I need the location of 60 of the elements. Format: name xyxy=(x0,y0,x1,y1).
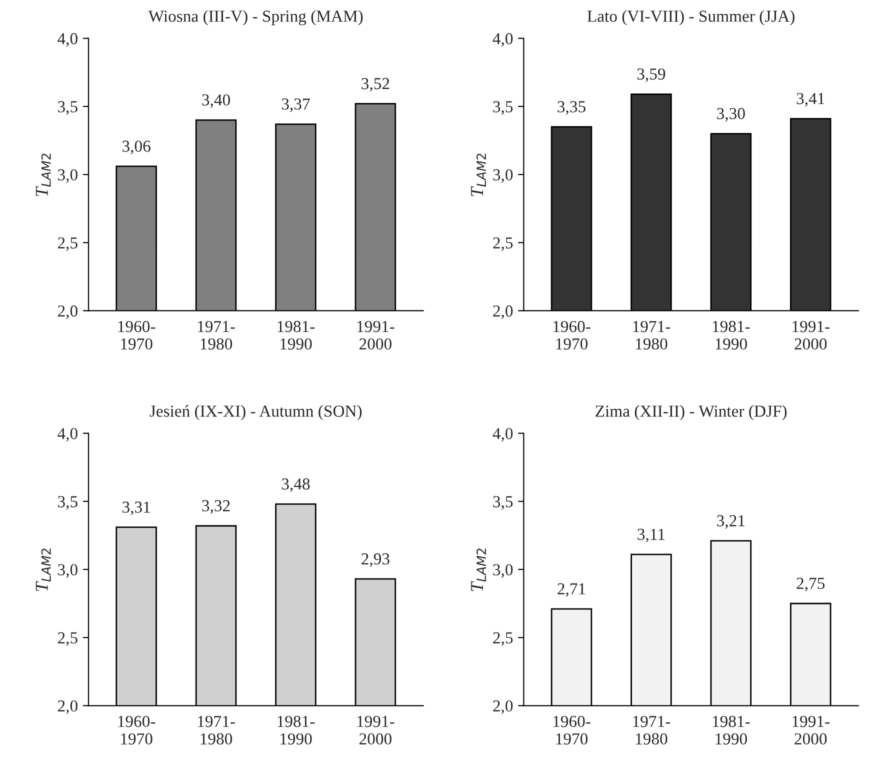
data-label: 3,32 xyxy=(202,500,230,514)
x-tick-label: 1971- 1980 xyxy=(198,320,235,350)
x-tick-label: 1971- 1980 xyxy=(633,320,670,350)
y-tick-label: 4,0 xyxy=(492,33,513,47)
y-tick-label: 3,5 xyxy=(58,101,78,115)
x-tick-label: 1960- 1970 xyxy=(118,320,156,350)
x-tick-label: 1991- 2000 xyxy=(357,716,394,745)
chart-title: Wiosna (III-V) - Spring (MAM) xyxy=(148,10,363,26)
y-axis-title: T$_{LAM2}$ xyxy=(471,548,486,592)
y-axis-title: T$_{LAM2}$ xyxy=(36,154,51,196)
x-tick-label: 1991- 2000 xyxy=(792,716,830,745)
data-label: 3,52 xyxy=(362,78,390,92)
data-label: 2,93 xyxy=(362,553,390,567)
y-tick-label: 3,5 xyxy=(58,496,78,510)
y-tick-label: 2,0 xyxy=(58,700,78,714)
chart-title: Zima (XII-II) - Winter (DJF) xyxy=(596,405,787,420)
data-label: 3,40 xyxy=(202,94,230,108)
x-tick-label: 1960- 1970 xyxy=(118,716,156,745)
x-tick-label: 1991- 2000 xyxy=(792,320,830,350)
chart-title: Lato (VI-VIII) - Summer (JJA) xyxy=(587,10,794,26)
chart-title: Jesień (IX-XI) - Autumn (SON) xyxy=(150,405,362,420)
y-tick-label: 3,5 xyxy=(493,101,513,115)
x-tick-label: 1971- 1980 xyxy=(198,716,235,745)
y-tick-label: 2,0 xyxy=(58,305,78,320)
data-label: 3,21 xyxy=(717,515,745,529)
y-tick-label: 2,0 xyxy=(493,700,513,714)
y-tick-label: 2,5 xyxy=(58,237,78,251)
data-label: 3,06 xyxy=(122,140,150,154)
y-tick-label: 4,0 xyxy=(492,428,513,442)
data-label: 3,30 xyxy=(717,108,745,122)
x-tick-label: 1981- 1990 xyxy=(278,320,315,350)
y-tick-label: 4,0 xyxy=(58,428,78,442)
data-label: 2,75 xyxy=(796,578,825,592)
y-tick-label: 2,5 xyxy=(493,237,513,251)
x-tick-label: 1981- 1990 xyxy=(712,320,750,350)
data-label: 3,11 xyxy=(638,528,664,542)
y-tick-label: 3,5 xyxy=(493,496,513,510)
data-label: 3,31 xyxy=(122,502,150,516)
data-label: 2,71 xyxy=(558,583,586,597)
x-tick-label: 1981- 1990 xyxy=(278,716,315,745)
y-axis-title: T$_{LAM2}$ xyxy=(471,154,486,196)
x-tick-label: 1960- 1970 xyxy=(554,320,590,350)
x-tick-label: 1960- 1970 xyxy=(554,716,590,745)
x-tick-label: 1991- 2000 xyxy=(357,320,394,350)
y-axis-title: T$_{LAM2}$ xyxy=(36,548,51,592)
data-label: 3,37 xyxy=(282,98,310,112)
data-label: 3,48 xyxy=(282,478,310,492)
data-label: 3,35 xyxy=(558,101,586,115)
y-tick-label: 3,0 xyxy=(493,169,513,183)
data-label: 3,59 xyxy=(637,68,666,82)
y-tick-label: 4,0 xyxy=(58,33,78,47)
x-tick-label: 1981- 1990 xyxy=(712,716,750,745)
y-tick-label: 3,0 xyxy=(493,564,513,578)
y-tick-label: 2,5 xyxy=(58,632,78,646)
y-tick-label: 2,5 xyxy=(493,632,513,646)
x-tick-label: 1971- 1980 xyxy=(633,716,670,745)
y-tick-label: 3,0 xyxy=(58,169,78,183)
y-tick-label: 3,0 xyxy=(58,564,78,578)
y-tick-label: 2,0 xyxy=(493,305,513,320)
data-label: 3,41 xyxy=(796,93,824,107)
